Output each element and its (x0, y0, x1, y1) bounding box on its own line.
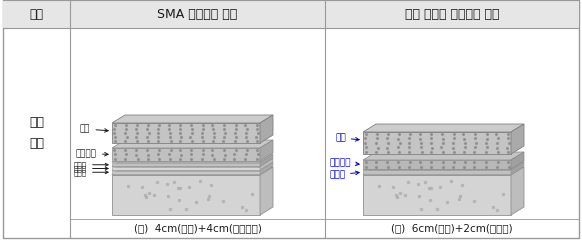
Text: 레벨링층: 레벨링층 (76, 149, 108, 158)
Polygon shape (112, 170, 260, 174)
Text: 구분: 구분 (30, 7, 44, 20)
Text: 샌드 매스틱 아스팔트 포장: 샌드 매스틱 아스팔트 포장 (404, 7, 499, 20)
Text: 표층: 표층 (80, 125, 108, 134)
Polygon shape (363, 167, 524, 175)
Polygon shape (363, 160, 511, 169)
Polygon shape (511, 124, 524, 154)
Text: SMA 아스팔트 포장: SMA 아스팔트 포장 (157, 7, 237, 20)
Text: (예)  6cm(표층)+2cm(마스틱): (예) 6cm(표층)+2cm(마스틱) (391, 223, 513, 233)
Bar (3, 0, 70, 28)
Polygon shape (363, 170, 511, 174)
Polygon shape (260, 162, 273, 174)
Polygon shape (363, 175, 511, 215)
Polygon shape (260, 159, 273, 170)
Polygon shape (363, 132, 511, 154)
Polygon shape (112, 167, 273, 175)
Polygon shape (260, 154, 273, 166)
Polygon shape (112, 162, 260, 166)
Polygon shape (363, 162, 524, 170)
Polygon shape (363, 124, 524, 132)
Polygon shape (112, 175, 260, 215)
Polygon shape (112, 154, 273, 162)
Polygon shape (112, 115, 273, 123)
Text: 표층: 표층 (335, 134, 359, 142)
Text: 접착층: 접착층 (74, 161, 108, 168)
Polygon shape (260, 140, 273, 161)
Text: (예)  4cm(표층)+4cm(레벨링층): (예) 4cm(표층)+4cm(레벨링층) (133, 223, 261, 233)
Polygon shape (112, 123, 260, 143)
Text: 접착층: 접착층 (329, 170, 359, 180)
Polygon shape (112, 167, 260, 170)
Bar (325, 0, 579, 28)
Polygon shape (112, 162, 273, 170)
Text: 접착층: 접착층 (74, 169, 108, 175)
Bar (70, 0, 325, 28)
Polygon shape (511, 152, 524, 169)
Polygon shape (511, 162, 524, 174)
Polygon shape (112, 140, 273, 148)
Polygon shape (511, 167, 524, 215)
Text: 포장
구조: 포장 구조 (29, 116, 44, 150)
Polygon shape (260, 167, 273, 215)
Polygon shape (112, 159, 273, 167)
Text: 방수층: 방수층 (74, 165, 108, 172)
Polygon shape (112, 148, 260, 161)
Text: 마스틱층: 마스틱층 (329, 158, 359, 167)
Polygon shape (260, 115, 273, 143)
Polygon shape (363, 152, 524, 160)
